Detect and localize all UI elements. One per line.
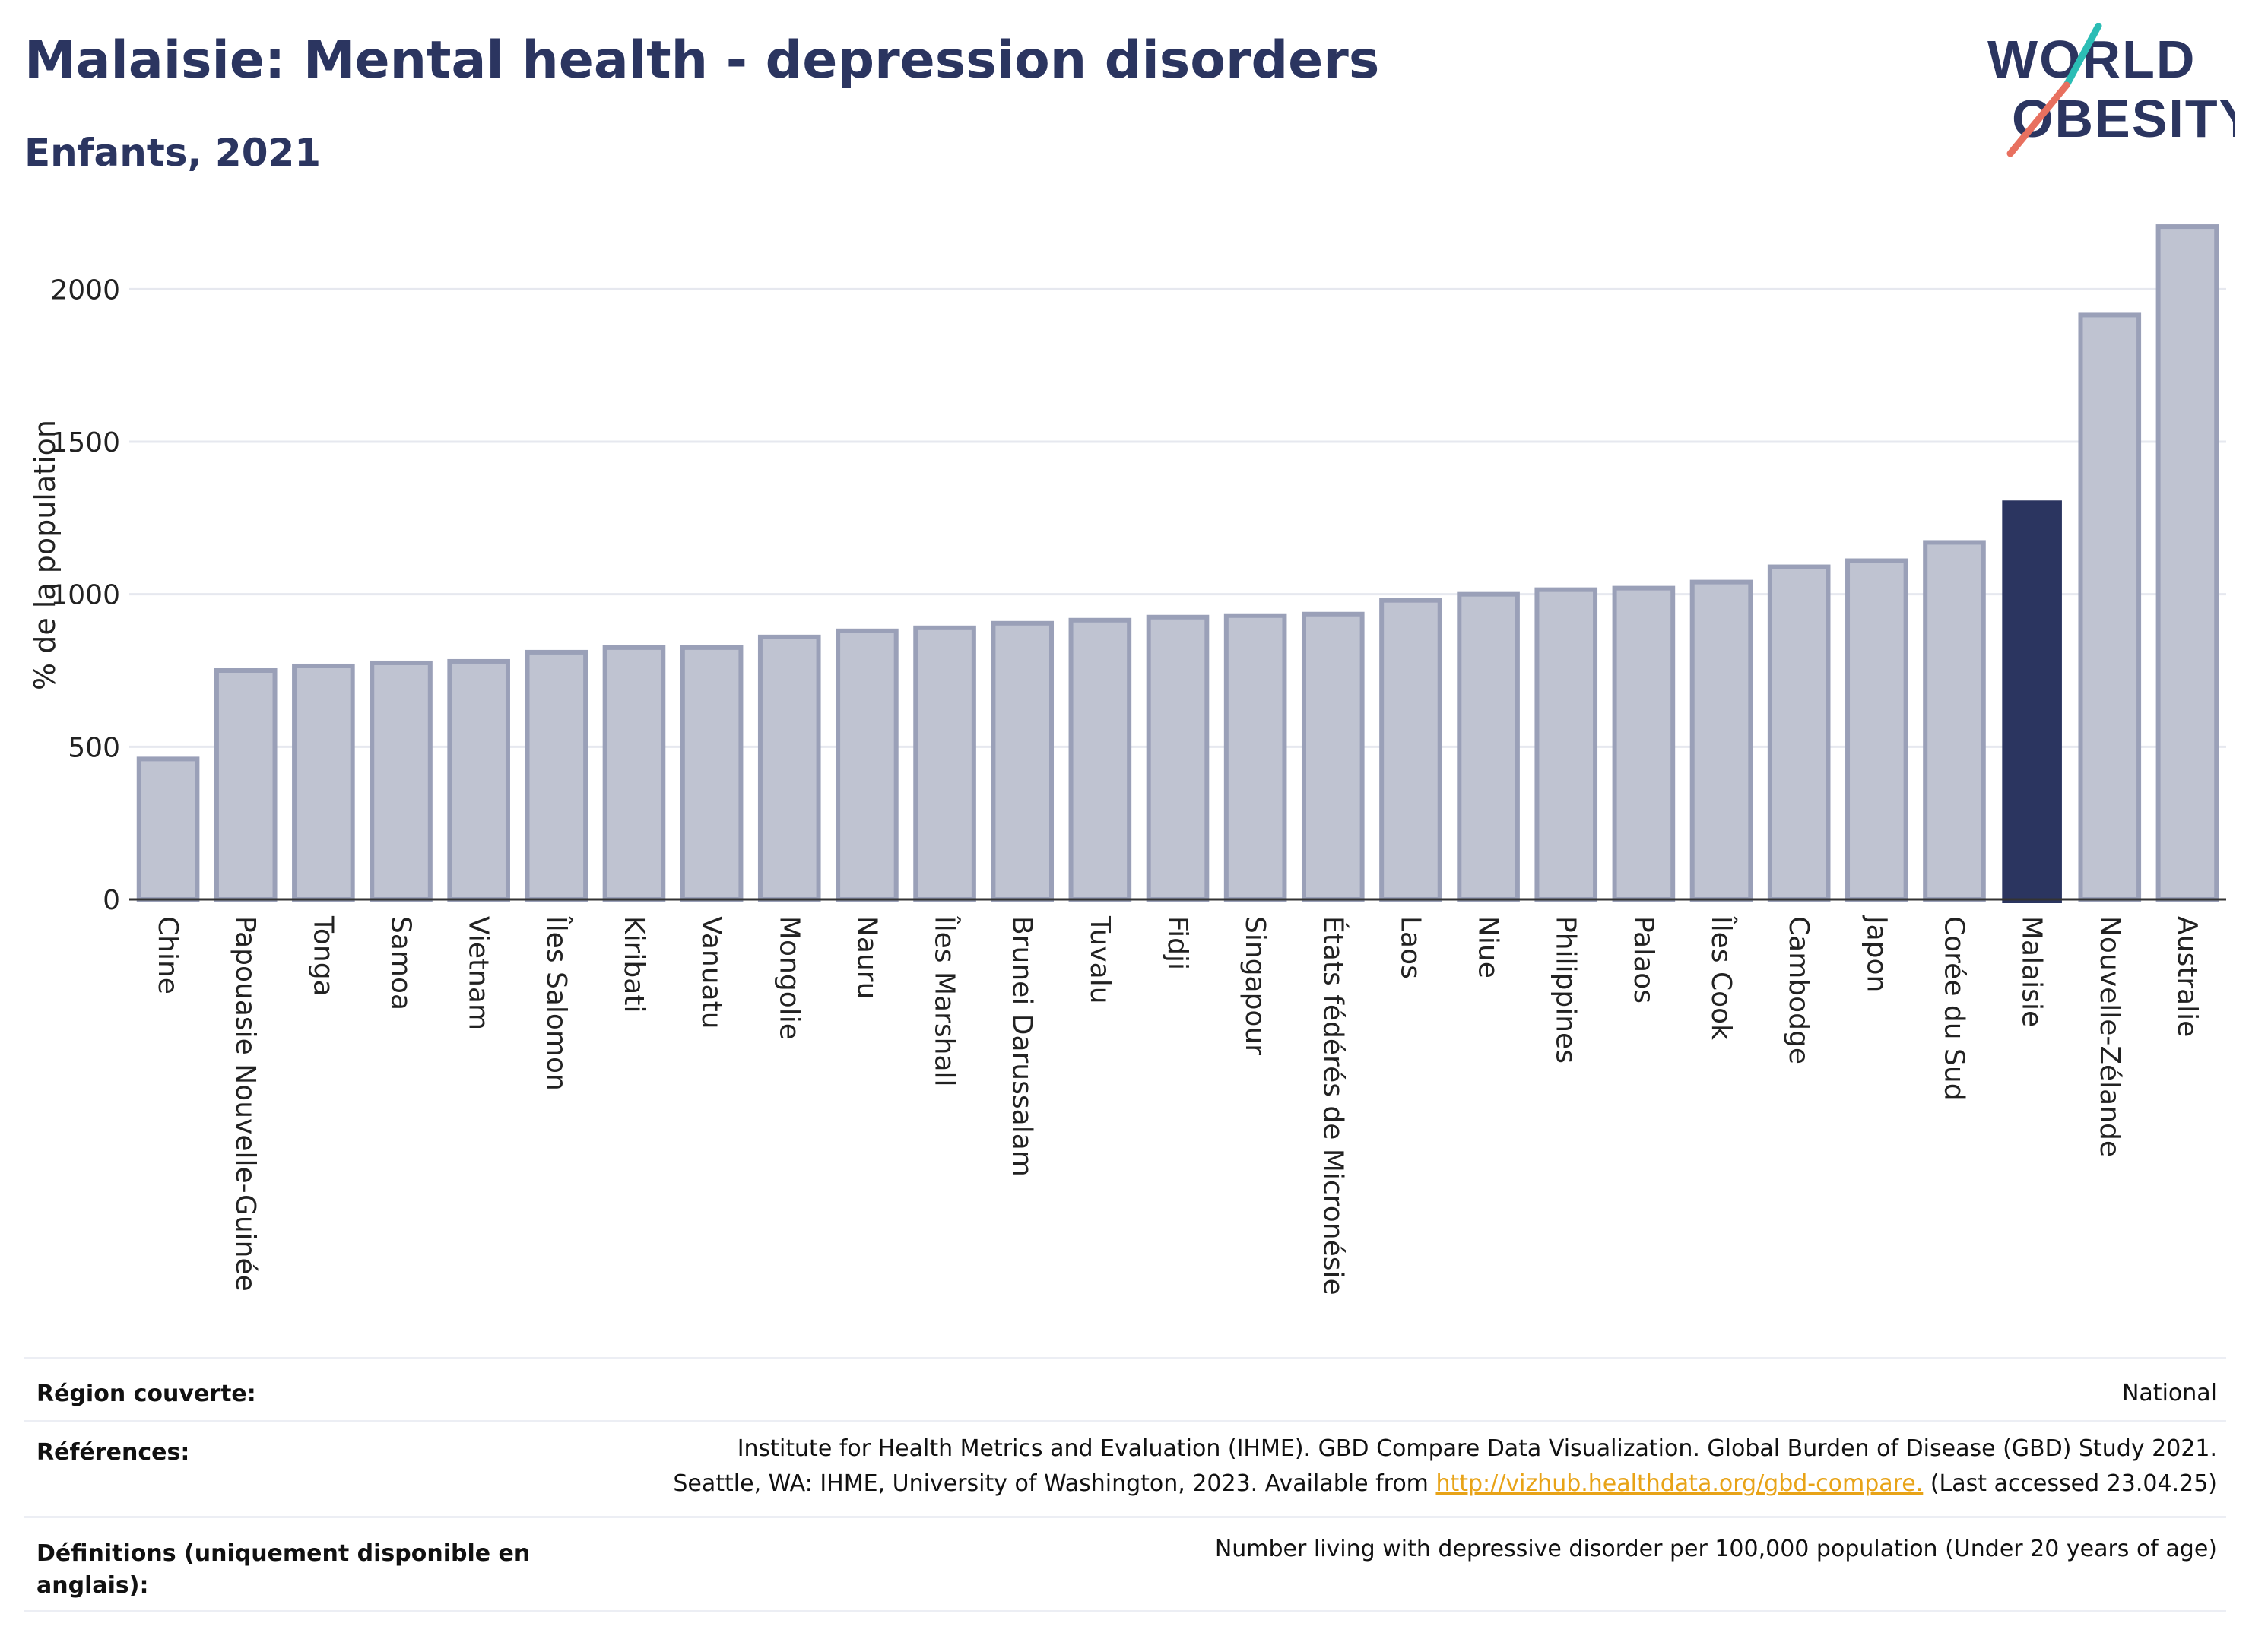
references-line2-pre: Seattle, WA: IHME, University of Washing…: [673, 1470, 1436, 1497]
x-tick-label: Japon: [1860, 915, 1892, 992]
x-tick-label: Niue: [1473, 916, 1504, 978]
references-value: Institute for Health Metrics and Evaluat…: [673, 1432, 2217, 1501]
bar: [1379, 598, 1442, 902]
x-tick-label: Brunei Darussalam: [1007, 916, 1038, 1177]
logo-slash-teal: [2063, 23, 2102, 89]
x-tick-label: Palaos: [1628, 916, 1659, 1004]
x-tick-label: Kiribati: [618, 916, 649, 1013]
table-bottom-rule: [24, 1610, 2226, 1612]
x-tick-label: Mongolie: [773, 916, 804, 1040]
bar: [913, 625, 976, 902]
definitions-value: Number living with depressive disorder p…: [1214, 1536, 2217, 1562]
x-tick-label: Vietnam: [463, 916, 494, 1030]
x-tick-label: États fédérés de Micronésie: [1317, 916, 1349, 1295]
bar: [292, 663, 355, 902]
y-tick-label: 500: [68, 732, 120, 763]
bar: [2078, 312, 2142, 902]
bar-chart: 0 500 1000 1500 2000 % de la population Chine P…: [28, 224, 2226, 1295]
x-tick-label: Nauru: [851, 916, 882, 999]
x-tick-label: Îles Cook: [1705, 915, 1737, 1040]
bar: [1689, 579, 1753, 902]
x-tick-label: Îles Marshall: [929, 915, 961, 1087]
y-tick-label: 1000: [50, 580, 120, 611]
bar-highlight: [2002, 500, 2062, 903]
bar: [1068, 617, 1132, 902]
world-obesity-logo: WORLD OBESITY: [1987, 23, 2235, 157]
bar: [1767, 564, 1831, 902]
region-label: Région couverte:: [36, 1381, 256, 1407]
x-tick-label: Singapour: [1239, 916, 1270, 1055]
references-label: Références:: [36, 1439, 190, 1466]
x-tick-label: Vanuatu: [696, 916, 727, 1029]
bar: [1612, 585, 1676, 902]
definitions-label: Définitions (uniquement disponible en an…: [36, 1538, 530, 1602]
y-axis-title: % de la population: [28, 420, 62, 690]
definitions-label-line2: anglais):: [36, 1572, 149, 1599]
definitions-label-line1: Définitions (uniquement disponible en: [36, 1540, 531, 1567]
x-tick-label: Malaisie: [2016, 916, 2048, 1027]
region-value: National: [2121, 1380, 2217, 1406]
x-tick-label: Laos: [1394, 916, 1426, 979]
references-link[interactable]: http://vizhub.healthdata.org/gbd-compare…: [1435, 1470, 1924, 1497]
x-tick-label: Samoa: [385, 916, 417, 1010]
x-tick-label: Philippines: [1550, 916, 1581, 1064]
x-tick-label: Corée du Sud: [1938, 916, 1969, 1101]
bar: [836, 628, 899, 902]
bar: [214, 668, 278, 902]
x-tick-label: Chine: [152, 916, 183, 994]
bar: [1923, 540, 1986, 902]
x-tick-label: Australie: [2171, 916, 2203, 1037]
x-tick-label: Tuvalu: [1084, 915, 1115, 1004]
bar: [991, 620, 1055, 902]
x-tick-label: Cambodge: [1783, 916, 1814, 1064]
references-line1: Institute for Health Metrics and Evaluat…: [737, 1435, 2217, 1462]
bar: [1223, 613, 1287, 902]
region-row: Région couverte: National: [24, 1357, 2226, 1422]
y-tick-label: 0: [103, 885, 120, 916]
bar: [1534, 587, 1598, 902]
x-tick-label: Tonga: [307, 915, 338, 997]
bar: [2155, 224, 2219, 902]
x-tick-label: Papouasie Nouvelle-Guinée: [230, 916, 261, 1292]
bar: [680, 645, 744, 902]
bar: [370, 660, 433, 902]
chart-subtitle: Enfants, 2021: [24, 131, 322, 175]
references-line2: Seattle, WA: IHME, University of Washing…: [673, 1467, 2217, 1501]
references-line2-post: (Last accessed 23.04.25): [1923, 1470, 2217, 1497]
x-tick-label: Fidji: [1162, 916, 1193, 970]
logo-slash-coral: [2006, 81, 2070, 157]
definitions-row: Définitions (uniquement disponible en an…: [24, 1516, 2226, 1612]
bar: [136, 756, 200, 902]
bar: [525, 649, 588, 902]
y-tick-label: 2000: [50, 274, 120, 306]
y-tick-label: 1500: [50, 427, 120, 458]
bar: [447, 658, 510, 902]
chart-title: Malaisie: Mental health - depression dis…: [24, 30, 1380, 90]
bar: [1845, 558, 1908, 902]
x-tick-label: Îles Salomon: [541, 915, 573, 1091]
x-tick-label: Nouvelle-Zélande: [2094, 916, 2125, 1157]
logo-line2: OBESITY: [2012, 89, 2235, 148]
references-row: Références: Institute for Health Metrics…: [24, 1420, 2226, 1518]
bar: [757, 634, 821, 902]
bar: [1457, 591, 1520, 902]
bar: [602, 645, 666, 902]
bar: [1301, 611, 1365, 902]
bar: [1146, 614, 1210, 902]
